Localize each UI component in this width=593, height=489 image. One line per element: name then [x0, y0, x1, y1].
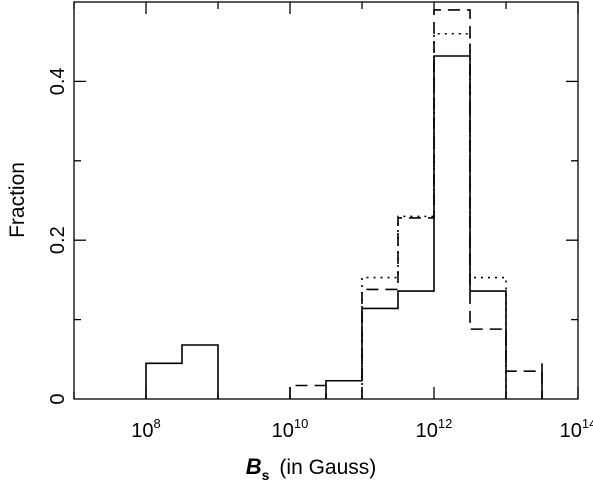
x-axis-label-subscript: s — [262, 467, 270, 483]
x-tick-labels: 108 1010 1012 1014 — [131, 416, 593, 442]
series-solid — [145, 55, 543, 399]
x-tick-label: 108 — [131, 416, 160, 442]
x-tick-label: 1010 — [272, 416, 309, 442]
x-axis-label: Bs (in Gauss) — [246, 454, 377, 483]
x-tick-label: 1012 — [416, 416, 453, 442]
y-tick-label: 0 — [47, 393, 69, 404]
y-axis-label: Fraction — [6, 162, 29, 238]
y-tick-label: 0.4 — [47, 67, 69, 95]
series-dashed — [289, 9, 543, 399]
y-tick-labels: 0 0.2 0.4 — [47, 67, 69, 404]
x-tick-label: 1014 — [560, 416, 593, 442]
plot-frame — [73, 1, 579, 400]
tick-marks — [73, 2, 579, 399]
histogram-series — [145, 9, 543, 399]
x-axis-label-symbol: B — [246, 454, 262, 479]
y-tick-label: 0.2 — [47, 226, 69, 254]
x-axis-label-unit: (in Gauss) — [279, 456, 376, 479]
